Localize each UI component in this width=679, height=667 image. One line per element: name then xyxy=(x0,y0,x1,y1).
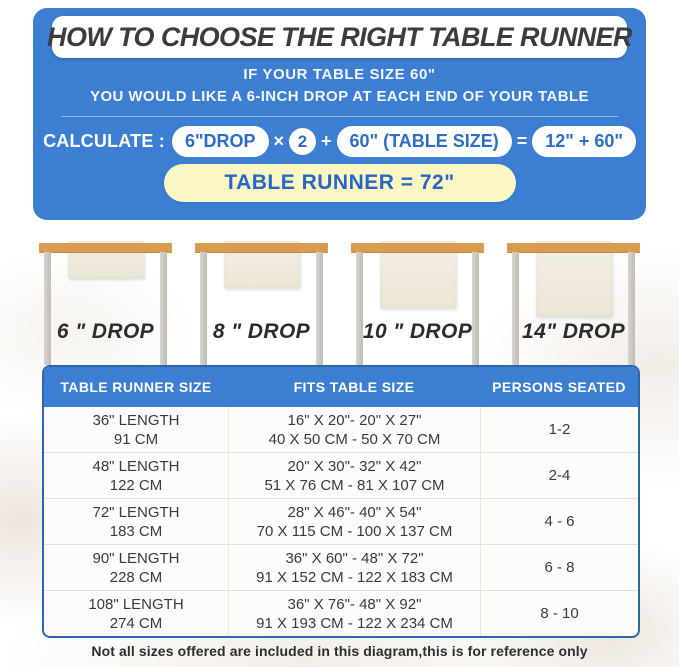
footnote: Not all sizes offered are included in th… xyxy=(91,643,588,659)
runner-cm: 274 CM xyxy=(109,614,163,632)
drop-figure-6: 6 " DROP xyxy=(39,241,172,365)
subtitle: IF YOUR TABLE SIZE 60" YOU WOULD LIKE A … xyxy=(33,66,646,105)
runner-inches: 108" LENGTH xyxy=(88,595,184,613)
persons-cell: 6 - 8 xyxy=(480,545,638,590)
tabletop-graphic xyxy=(351,243,484,253)
fits-cm: 51 X 76 CM - 81 X 107 CM xyxy=(264,476,445,494)
drop-label: 8 " DROP xyxy=(212,320,311,343)
column-header-fits-size: FITS TABLE SIZE xyxy=(293,379,415,395)
fits-cm: 91 X 193 CM - 122 X 234 CM xyxy=(256,614,453,632)
runner-inches: 72" LENGTH xyxy=(92,503,180,521)
fits-size-cell: 36" X 76"- 48" X 92" 91 X 193 CM - 122 X… xyxy=(228,591,480,636)
runner-inches: 48" LENGTH xyxy=(92,457,180,475)
calculate-label: CALCULATE : xyxy=(43,131,165,151)
fits-cm: 91 X 152 CM - 122 X 183 CM xyxy=(256,568,453,586)
sum-pill: 12" + 60" xyxy=(532,126,636,157)
table-row: 72" LENGTH 183 CM 28" X 46"- 40" X 54" 7… xyxy=(44,498,638,544)
persons-cell: 8 - 10 xyxy=(480,591,638,636)
runner-inches: 90" LENGTH xyxy=(92,549,180,567)
runner-inches: 36" LENGTH xyxy=(92,411,180,429)
title-banner: HOW TO CHOOSE THE RIGHT TABLE RUNNER xyxy=(47,16,633,58)
table-row: 108" LENGTH 274 CM 36" X 76"- 48" X 92" … xyxy=(44,590,638,636)
fits-size-cell: 20" X 30"- 32" X 42" 51 X 76 CM - 81 X 1… xyxy=(228,453,480,498)
fits-cm: 70 X 115 CM - 100 X 137 CM xyxy=(256,522,453,540)
fits-inches: 28" X 46"- 40" X 54" xyxy=(287,503,422,521)
persons-cell: 4 - 6 xyxy=(480,499,638,544)
equals-sign: = xyxy=(516,131,528,151)
table-leg-left xyxy=(44,252,51,365)
table-leg-left xyxy=(356,252,363,365)
subtitle-line1: IF YOUR TABLE SIZE 60" xyxy=(243,66,436,83)
drop-figure-8: 8 " DROP xyxy=(195,241,328,365)
fits-size-cell: 28" X 46"- 40" X 54" 70 X 115 CM - 100 X… xyxy=(228,499,480,544)
runner-cm: 183 CM xyxy=(109,522,163,540)
drop-pill: 6"DROP xyxy=(171,126,269,157)
header-panel: HOW TO CHOOSE THE RIGHT TABLE RUNNER IF … xyxy=(33,8,646,220)
table-leg-right xyxy=(472,252,479,365)
table-row: 48" LENGTH 122 CM 20" X 30"- 32" X 42" 5… xyxy=(44,452,638,498)
drop-label: 14" DROP xyxy=(521,320,626,343)
persons-cell: 2-4 xyxy=(480,453,638,498)
drop-figures-row: 6 " DROP 8 " DROP 10 " DROP 14" DROP xyxy=(39,241,640,365)
tabletop-graphic xyxy=(507,243,640,253)
size-table-body: 36" LENGTH 91 CM 16" X 20"- 20" X 27" 40… xyxy=(44,407,638,636)
runner-size-cell: 36" LENGTH 91 CM xyxy=(44,407,228,452)
multiplier-badge: 2 xyxy=(289,128,317,155)
fits-inches: 36" X 76"- 48" X 92" xyxy=(287,595,422,613)
subtitle-line2: YOU WOULD LIKE A 6-INCH DROP AT EACH END… xyxy=(90,88,589,105)
drop-figure-14: 14" DROP xyxy=(507,241,640,365)
runner-size-cell: 90" LENGTH 228 CM xyxy=(44,545,228,590)
table-row: 36" LENGTH 91 CM 16" X 20"- 20" X 27" 40… xyxy=(44,407,638,452)
times-sign: × xyxy=(273,131,285,151)
page-title: HOW TO CHOOSE THE RIGHT TABLE RUNNER xyxy=(47,21,633,52)
table-row: 90" LENGTH 228 CM 36" X 60" - 48" X 72" … xyxy=(44,544,638,590)
runner-cm: 91 CM xyxy=(113,430,159,448)
fits-size-cell: 36" X 60" - 48" X 72" 91 X 152 CM - 122 … xyxy=(228,545,480,590)
runner-size-cell: 48" LENGTH 122 CM xyxy=(44,453,228,498)
table-leg-left xyxy=(200,252,207,365)
fits-inches: 16" X 20"- 20" X 27" xyxy=(287,411,422,429)
fits-cm: 40 X 50 CM - 50 X 70 CM xyxy=(268,430,441,448)
runner-cm: 122 CM xyxy=(109,476,163,494)
tabletop-graphic xyxy=(39,243,172,253)
fits-inches: 20" X 30"- 32" X 42" xyxy=(287,457,422,475)
size-table: TABLE RUNNER SIZE FITS TABLE SIZE PERSON… xyxy=(42,365,640,638)
tabletop-graphic xyxy=(195,243,328,253)
plus-sign: + xyxy=(321,131,332,151)
drop-label: 10 " DROP xyxy=(362,320,473,343)
runner-size-cell: 108" LENGTH 274 CM xyxy=(44,591,228,636)
runner-size-cell: 72" LENGTH 183 CM xyxy=(44,499,228,544)
divider-line xyxy=(61,116,618,117)
calculate-row: CALCULATE : 6"DROP × 2 + 60" (TABLE SIZE… xyxy=(33,126,646,157)
table-leg-right xyxy=(160,252,167,365)
fits-inches: 36" X 60" - 48" X 72" xyxy=(285,549,424,567)
table-leg-left xyxy=(512,252,519,365)
table-size-pill: 60" (TABLE SIZE) xyxy=(336,126,512,157)
size-table-header: TABLE RUNNER SIZE FITS TABLE SIZE PERSON… xyxy=(44,367,638,407)
column-header-persons: PERSONS SEATED xyxy=(492,379,626,395)
result-pill: TABLE RUNNER = 72" xyxy=(163,164,516,202)
table-leg-right xyxy=(628,252,635,365)
table-leg-right xyxy=(316,252,323,365)
runner-cm: 228 CM xyxy=(109,568,163,586)
runner-graphic xyxy=(535,241,612,316)
drop-label: 6 " DROP xyxy=(56,320,155,343)
drop-figure-10: 10 " DROP xyxy=(351,241,484,365)
column-header-runner-size: TABLE RUNNER SIZE xyxy=(60,379,212,395)
persons-cell: 1-2 xyxy=(480,407,638,452)
fits-size-cell: 16" X 20"- 20" X 27" 40 X 50 CM - 50 X 7… xyxy=(228,407,480,452)
